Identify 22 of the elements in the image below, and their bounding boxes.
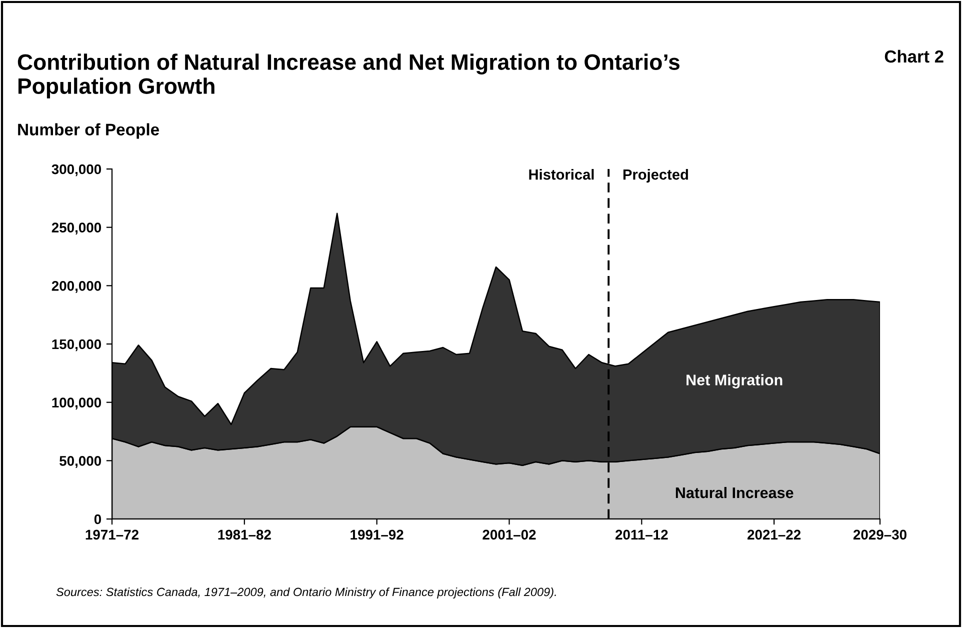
- x-tick-label: 1991–92: [350, 530, 404, 540]
- y-axis-title: Number of People: [18, 123, 160, 139]
- x-tick-label: 2029–30: [853, 530, 906, 540]
- x-tick-label: 2001–02: [482, 530, 536, 540]
- y-tick-label: 0: [94, 514, 102, 524]
- chart-title: Contribution of Natural Increase and Net Migration to Ontario’s Population Growth: [18, 54, 680, 98]
- y-tick-label: 250,000: [52, 222, 102, 235]
- y-tick-label: 200,000: [52, 281, 102, 293]
- x-tick-label: 2011–12: [615, 530, 668, 540]
- x-tick-label: 1971–72: [86, 530, 138, 540]
- y-tick-label: 100,000: [52, 398, 102, 410]
- y-tick-label: 50,000: [60, 456, 102, 468]
- x-tick-label: 1981–82: [218, 530, 271, 540]
- source-note: Sources: Statistics Canada, 1971–2009, and Ontario Ministry of Finance projections (Fall 2009).: [56, 587, 556, 599]
- x-tick-label: 2021–22: [748, 530, 801, 540]
- y-tick-label: 300,000: [52, 164, 102, 176]
- series-label: Natural Increase: [676, 486, 794, 498]
- series-label: Net Migration: [686, 374, 782, 388]
- annotation: Projected: [623, 169, 688, 183]
- annotation: Historical: [529, 169, 594, 180]
- y-tick-label: 150,000: [52, 339, 102, 352]
- caption: Chart 2: [884, 50, 944, 63]
